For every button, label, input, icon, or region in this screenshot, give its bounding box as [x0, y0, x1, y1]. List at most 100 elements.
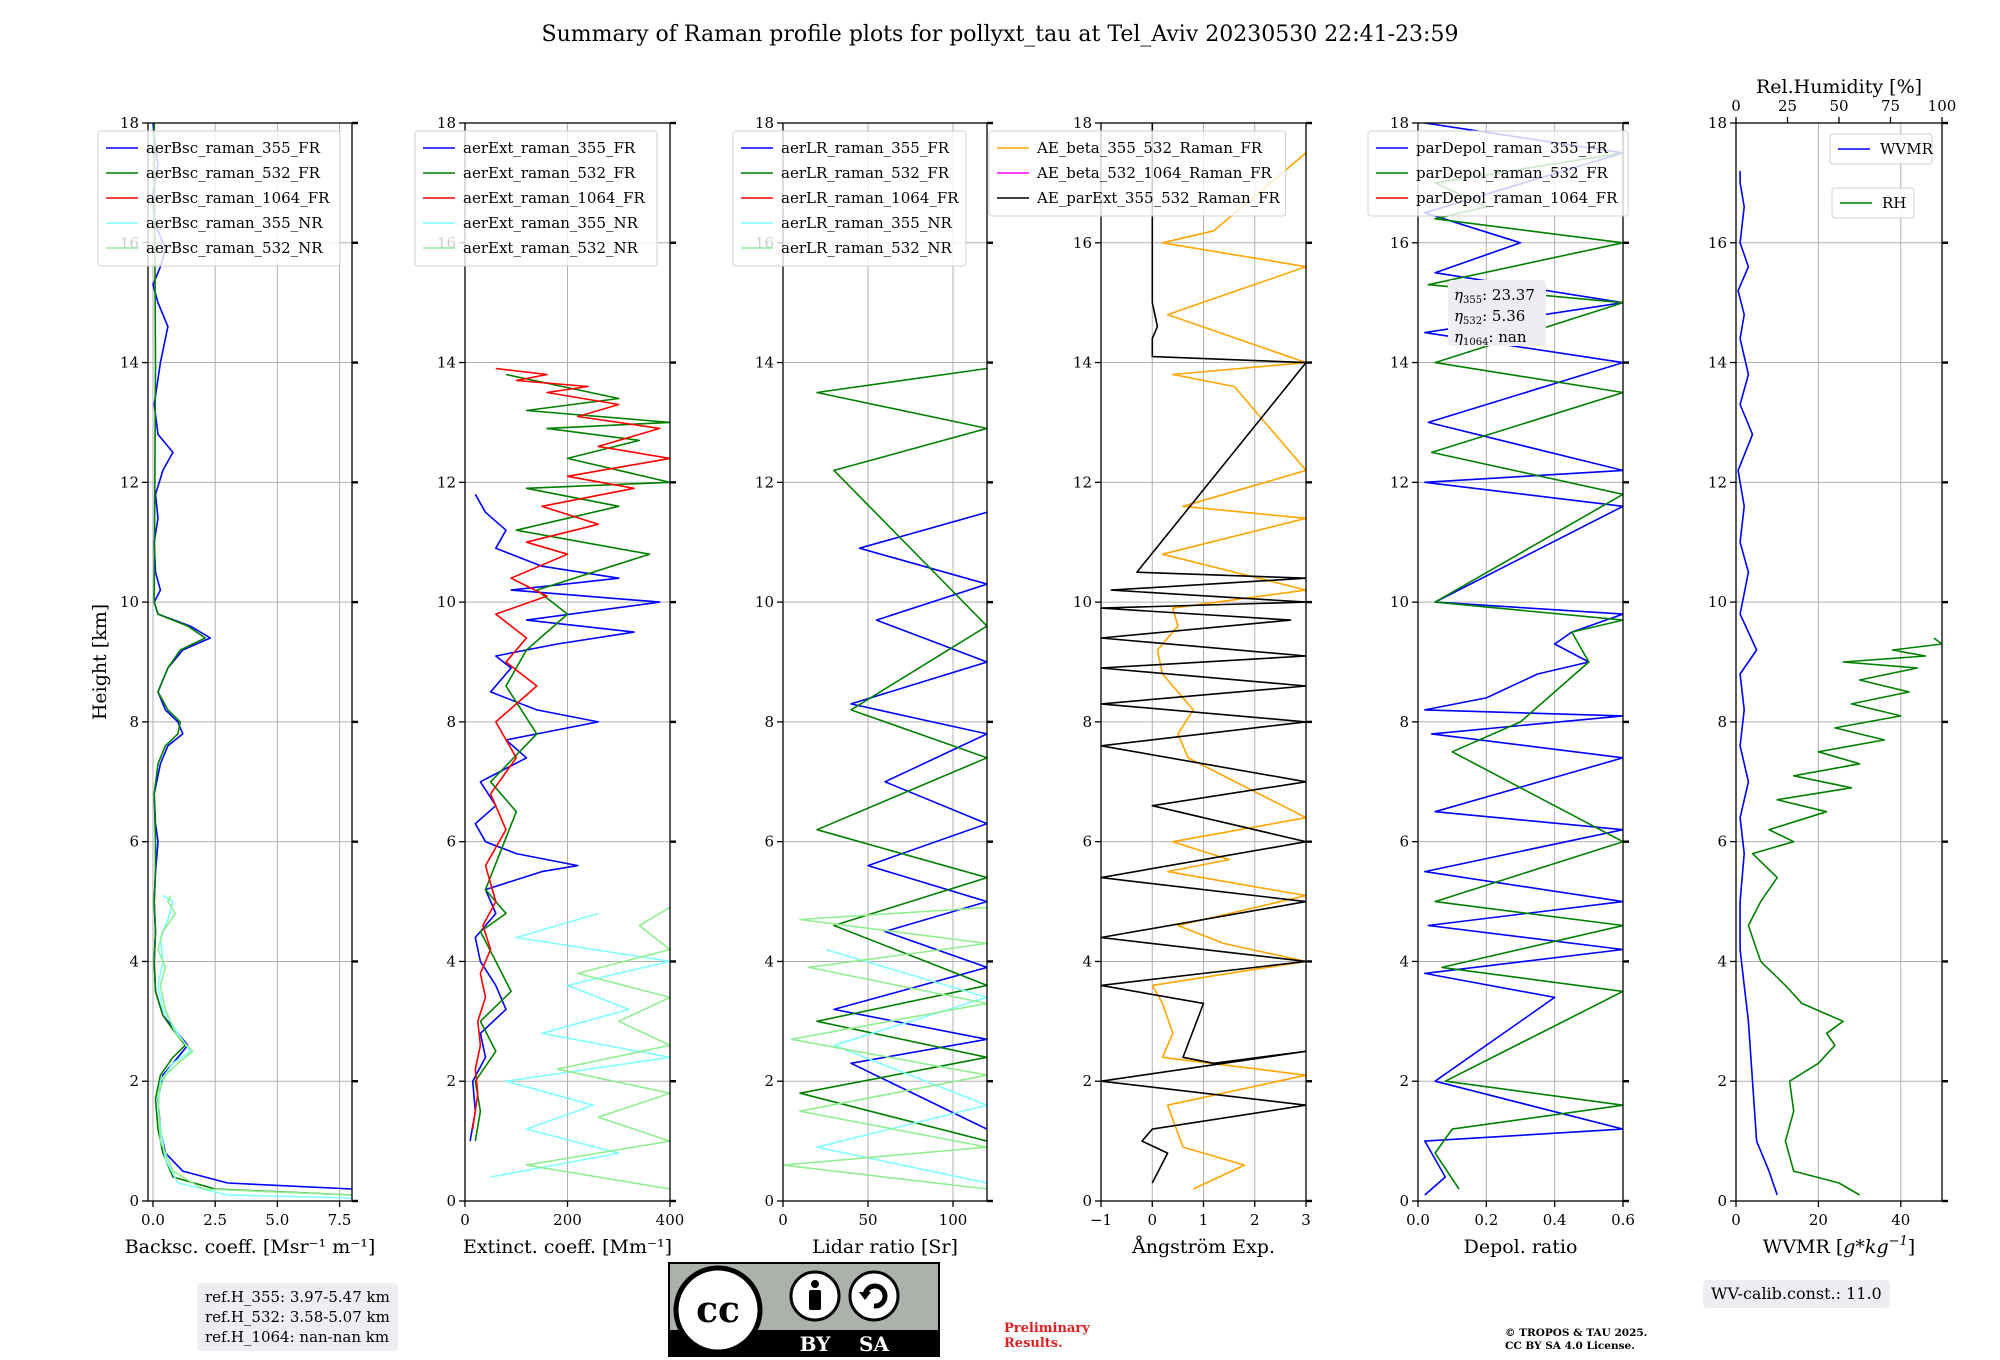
ytick-label: 10 [1073, 593, 1092, 611]
series-group [469, 367, 670, 1190]
series-line-aerBsc_raman_532_FR [153, 123, 352, 1196]
xtick-label: 2 [1250, 1211, 1260, 1229]
reference-height-box: ref.H_355: 3.97-5.47 km ref.H_532: 3.58-… [197, 1283, 398, 1351]
x-axis-label: Lidar ratio [Sr] [812, 1236, 958, 1258]
preliminary-line-2: Results. [1004, 1336, 1063, 1351]
legend-label: aerExt_raman_532_FR [463, 164, 636, 182]
copyright-line-1: © TROPOS & TAU 2025. [1505, 1327, 1648, 1339]
ytick-label: 4 [1399, 952, 1409, 970]
legend-label: aerExt_raman_355_FR [463, 139, 636, 157]
xtick-label: 5.0 [265, 1211, 289, 1229]
ref-height-355: ref.H_355: 3.97-5.47 km [205, 1288, 390, 1306]
ytick-label: 14 [120, 354, 139, 372]
sa-label: SA [859, 1332, 889, 1356]
xtick-label: 0.4 [1543, 1211, 1567, 1229]
legend-label: RH [1882, 194, 1906, 212]
ytick-label: 16 [1073, 234, 1092, 252]
legend-label: parDepol_raman_532_FR [1416, 164, 1609, 182]
chart-panel-3: 024681012141618050100Lidar ratio [Sr]aer… [732, 114, 993, 1258]
top-xtick-label: 50 [1829, 97, 1848, 115]
xtick-label: 0.6 [1611, 1211, 1635, 1229]
ytick-label: 10 [120, 593, 139, 611]
ytick-label: 18 [1390, 114, 1409, 132]
xtick-label: 100 [939, 1211, 968, 1229]
ytick-label: 2 [1082, 1072, 1092, 1090]
ytick-label: 6 [1717, 833, 1727, 851]
series-line-aerExt_raman_532_FR [474, 373, 670, 1142]
series-line-AE_parExt_355_532_Raman_FR [1101, 123, 1306, 1184]
legend-box [732, 130, 967, 267]
x-axis-label: Extinct. coeff. [Mm⁻¹] [463, 1236, 672, 1258]
eta-annotation: η355: 23.37 [1454, 286, 1535, 306]
ytick-label: 8 [446, 713, 456, 731]
xtick-label: 0.0 [1406, 1211, 1430, 1229]
series-line-aerExt_raman_1064_FR [471, 367, 670, 1130]
ytick-label: 10 [1708, 593, 1727, 611]
legend-label: AE_beta_532_1064_Raman_FR [1036, 164, 1272, 182]
xtick-label: 0.2 [1474, 1211, 1498, 1229]
series-line-parDepol_raman_532_FR [1427, 152, 1623, 1190]
ytick-label: 10 [755, 593, 774, 611]
figure-title: Summary of Raman profile plots for polly… [541, 22, 1459, 47]
ytick-label: 14 [1073, 354, 1092, 372]
xtick-label: 0 [460, 1211, 470, 1229]
ytick-label: 10 [1390, 593, 1409, 611]
ytick-label: 8 [129, 713, 139, 731]
ytick-label: 18 [120, 114, 139, 132]
top-x-axis-label: Rel.Humidity [%] [1756, 76, 1922, 98]
eta-annotation: η1064: nan [1454, 328, 1527, 348]
ytick-label: 8 [1399, 713, 1409, 731]
series-line-aerLR_raman_532_FR [799, 367, 987, 1142]
ytick-label: 12 [437, 473, 456, 491]
xtick-label: 50 [858, 1211, 877, 1229]
ytick-label: 6 [1399, 833, 1409, 851]
series-line-RH [1747, 637, 1942, 1196]
ytick-label: 12 [1073, 473, 1092, 491]
ytick-label: 12 [755, 473, 774, 491]
xtick-label: 20 [1809, 1211, 1828, 1229]
legend-label: aerBsc_raman_532_FR [146, 164, 321, 182]
top-xtick-label: 0 [1731, 97, 1741, 115]
wv-calibration-box: WV-calib.const.: 11.0 [1703, 1280, 1890, 1308]
chart-panel-5: 0 2 4 6 8 10 12 14 16 18 0.0 0.2 0.4 0.6 Depol. ratio p… [1367, 114, 1635, 1258]
ytick-label: 16 [1390, 234, 1409, 252]
copyright-note: © TROPOS & TAU 2025. CC BY SA 4.0 Licens… [1505, 1327, 1647, 1353]
legend-label: aerLR_raman_532_NR [781, 239, 952, 257]
x-axis-label: Depol. ratio [1464, 1236, 1578, 1258]
ytick-label: 2 [446, 1072, 456, 1090]
xtick-label: 200 [553, 1211, 582, 1229]
ytick-label: 4 [129, 952, 139, 970]
ytick-label: 0 [446, 1192, 456, 1210]
xtick-label: 0 [1731, 1211, 1741, 1229]
legend-label: aerBsc_raman_355_NR [146, 214, 323, 232]
ytick-label: 14 [755, 354, 774, 372]
legend-label: parDepol_raman_1064_FR [1416, 189, 1618, 207]
legend-box [1829, 133, 1933, 165]
series-line-aerBsc_raman_532_NR [157, 895, 352, 1196]
ytick-label: 6 [446, 833, 456, 851]
legend-box [988, 130, 1287, 217]
axes-frame [147, 122, 353, 1202]
top-xtick-label: 100 [1928, 97, 1957, 115]
legend-label: aerLR_raman_355_FR [781, 139, 950, 157]
xtick-label: 0 [1147, 1211, 1157, 1229]
ytick-label: 12 [1390, 473, 1409, 491]
axes-frame [1417, 122, 1624, 1202]
xtick-label: 0.0 [141, 1211, 165, 1229]
by-label: BY [800, 1332, 832, 1356]
legend-box [1367, 130, 1629, 217]
ref-height-532: ref.H_532: 3.58-5.07 km [205, 1308, 390, 1326]
legend-label: aerLR_raman_1064_FR [781, 189, 959, 207]
ytick-label: 0 [129, 1192, 139, 1210]
series-group [1101, 123, 1306, 1190]
series-line-parDepol_raman_355_FR [1424, 123, 1623, 1196]
chart-panel-2: 0246810121416180200400Extinct. coeff. [M… [414, 114, 684, 1258]
ytick-label: 18 [1073, 114, 1092, 132]
ytick-label: 10 [437, 593, 456, 611]
legend-label: WVMR [1880, 140, 1934, 158]
top-xtick-label: 25 [1778, 97, 1797, 115]
ytick-label: 4 [764, 952, 774, 970]
legend-label: aerBsc_raman_532_NR [146, 239, 323, 257]
